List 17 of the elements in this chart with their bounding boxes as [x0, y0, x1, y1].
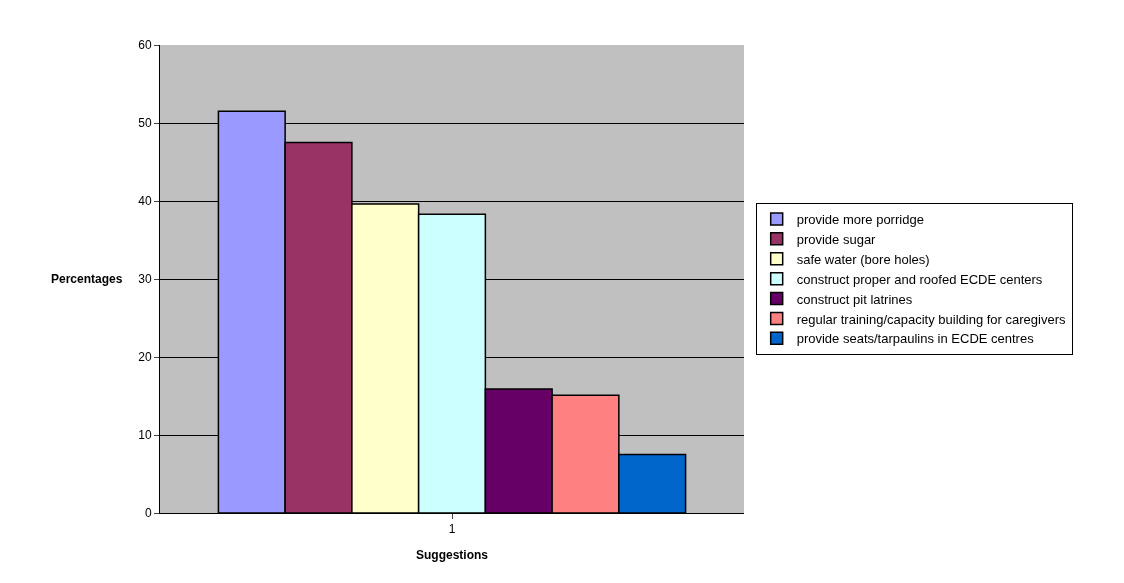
y-tick-label: 20 [138, 350, 152, 365]
legend-label: provide seats/tarpaulins in ECDE centres [796, 331, 1035, 347]
x-axis-title: Suggestions [415, 548, 489, 563]
legend-label: regular training/capacity building for caregivers [796, 311, 1066, 327]
legend-label: construct proper and roofed ECDE centers [796, 271, 1043, 287]
legend-label: construct pit latrines [796, 291, 913, 307]
legend-label: safe water (bore holes) [796, 251, 930, 267]
y-tick-label: 10 [138, 428, 152, 443]
legend-label: provide sugar [796, 231, 877, 247]
y-axis-title: Percentages [51, 272, 123, 286]
y-tick-label: 0 [144, 506, 152, 521]
y-tick-label: 60 [138, 38, 152, 53]
y-tick-label: 30 [138, 272, 152, 287]
y-tick-label: 50 [138, 116, 152, 131]
x-tick-label: 1 [448, 522, 456, 537]
legend-label: provide more porridge [796, 212, 924, 228]
y-tick-label: 40 [138, 194, 152, 209]
